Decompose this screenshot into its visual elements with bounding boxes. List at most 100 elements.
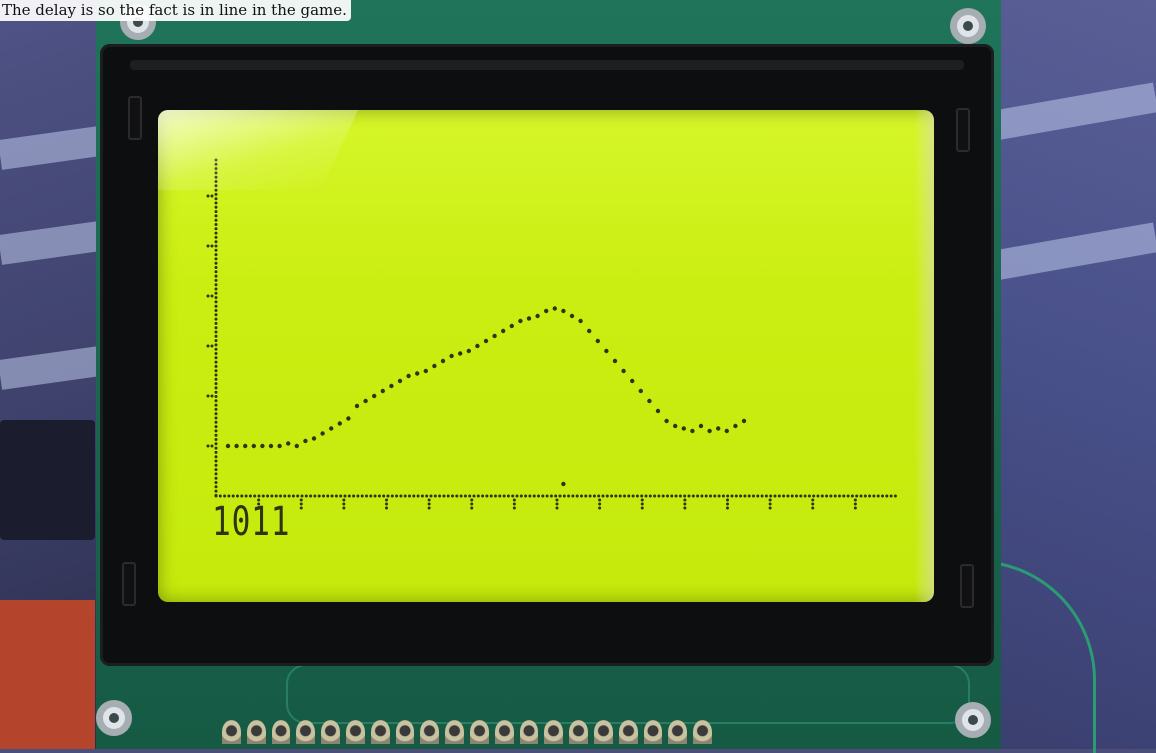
- x-axis-dot: [468, 494, 472, 498]
- x-tick: [299, 498, 303, 502]
- y-axis-dot: [214, 201, 218, 205]
- data-point: [621, 368, 626, 374]
- x-axis-dot: [519, 494, 523, 498]
- data-point: [612, 358, 618, 364]
- x-axis-dot: [528, 494, 532, 498]
- x-tick: [683, 502, 687, 506]
- data-point: [535, 313, 540, 319]
- x-axis-dot: [889, 494, 893, 498]
- x-tick: [555, 506, 559, 510]
- y-tick: [206, 244, 210, 248]
- x-axis-dot: [322, 494, 325, 498]
- header-pin: [271, 720, 291, 744]
- x-axis-dot: [825, 494, 829, 498]
- y-axis-dot: [214, 386, 218, 390]
- mount-hole: [96, 700, 132, 736]
- y-axis-dot: [214, 231, 218, 235]
- data-point: [561, 308, 566, 314]
- x-axis-dot: [343, 494, 347, 498]
- x-axis-dot: [420, 494, 424, 498]
- y-axis-dot: [214, 244, 218, 248]
- x-axis-dot: [618, 494, 622, 498]
- data-point: [320, 431, 325, 436]
- x-axis-dot: [274, 494, 278, 498]
- y-axis-dot: [214, 407, 218, 411]
- x-axis-dot: [863, 494, 867, 498]
- x-tick: [640, 498, 644, 502]
- x-axis-dot: [451, 494, 454, 498]
- y-axis-dot: [214, 334, 218, 338]
- x-axis-dot: [416, 494, 420, 498]
- x-axis-dot: [291, 494, 295, 498]
- x-axis-dot: [558, 494, 562, 498]
- x-axis-dot: [777, 494, 781, 498]
- pcb-trace: [286, 664, 970, 724]
- x-axis-dot: [575, 494, 579, 498]
- x-axis-dot: [485, 494, 489, 498]
- background-object: [0, 420, 95, 540]
- x-tick: [598, 502, 602, 506]
- x-axis-dot: [709, 494, 712, 498]
- data-point: [286, 441, 291, 446]
- lcd-readout: 1011: [212, 499, 291, 545]
- x-axis-dot: [666, 494, 669, 498]
- y-axis-dot: [214, 420, 218, 424]
- y-axis-dot: [214, 352, 218, 355]
- x-axis-dot: [369, 494, 373, 498]
- x-axis-dot: [790, 494, 794, 498]
- x-axis-dot: [218, 494, 222, 498]
- x-tick: [683, 506, 687, 510]
- x-axis-dot: [390, 494, 394, 498]
- data-point: [458, 351, 463, 356]
- y-axis-dot: [214, 390, 218, 394]
- x-tick: [768, 498, 772, 502]
- data-point: [483, 338, 489, 344]
- y-axis-dot: [214, 481, 218, 484]
- data-point: [509, 323, 514, 329]
- background-object: [0, 600, 95, 749]
- header-pin: [618, 720, 638, 744]
- y-axis-dot: [214, 253, 218, 257]
- x-axis-dot: [549, 494, 553, 498]
- x-axis-dot: [859, 494, 863, 498]
- y-axis-dot: [214, 472, 218, 476]
- x-axis-dot: [412, 494, 416, 498]
- y-axis-dot: [214, 369, 218, 373]
- x-axis-dot: [635, 494, 639, 498]
- data-point: [346, 416, 351, 421]
- x-axis-dot: [227, 494, 231, 498]
- x-axis-dot: [799, 494, 803, 498]
- data-point: [475, 343, 480, 349]
- x-axis-dot: [782, 494, 786, 498]
- data-point: [251, 443, 256, 449]
- x-axis-dot: [279, 494, 282, 498]
- header-pin: [370, 720, 390, 744]
- y-axis-dot: [214, 270, 218, 274]
- x-axis-dot: [545, 494, 549, 498]
- y-axis-dot: [214, 287, 218, 291]
- x-tick: [555, 502, 559, 506]
- header-pin: [469, 720, 489, 744]
- header-pin: [246, 720, 266, 744]
- data-point: [604, 348, 609, 354]
- header-pin: [643, 720, 663, 744]
- header-pin: [222, 720, 241, 744]
- data-point: [673, 423, 678, 429]
- x-axis-dot: [786, 494, 790, 498]
- x-axis-dot: [764, 494, 768, 498]
- x-tick: [299, 506, 303, 510]
- x-axis-dot: [605, 494, 609, 498]
- data-point: [423, 368, 428, 374]
- y-axis-dot: [214, 347, 218, 351]
- y-axis-dot: [214, 283, 218, 287]
- data-point: [277, 443, 282, 449]
- x-axis-dot: [726, 494, 730, 498]
- x-tick: [385, 506, 388, 510]
- y-axis-dot: [214, 395, 218, 398]
- x-axis-dot: [511, 494, 515, 498]
- y-axis-dot: [214, 304, 218, 308]
- y-axis-dot: [214, 356, 218, 360]
- y-axis-dot: [214, 218, 218, 222]
- x-axis-dot: [653, 494, 657, 498]
- x-axis-dot: [365, 494, 368, 498]
